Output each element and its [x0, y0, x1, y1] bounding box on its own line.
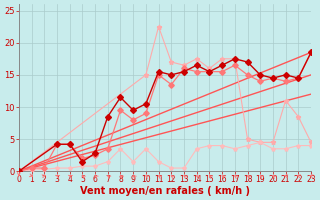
- X-axis label: Vent moyen/en rafales ( km/h ): Vent moyen/en rafales ( km/h ): [80, 186, 250, 196]
